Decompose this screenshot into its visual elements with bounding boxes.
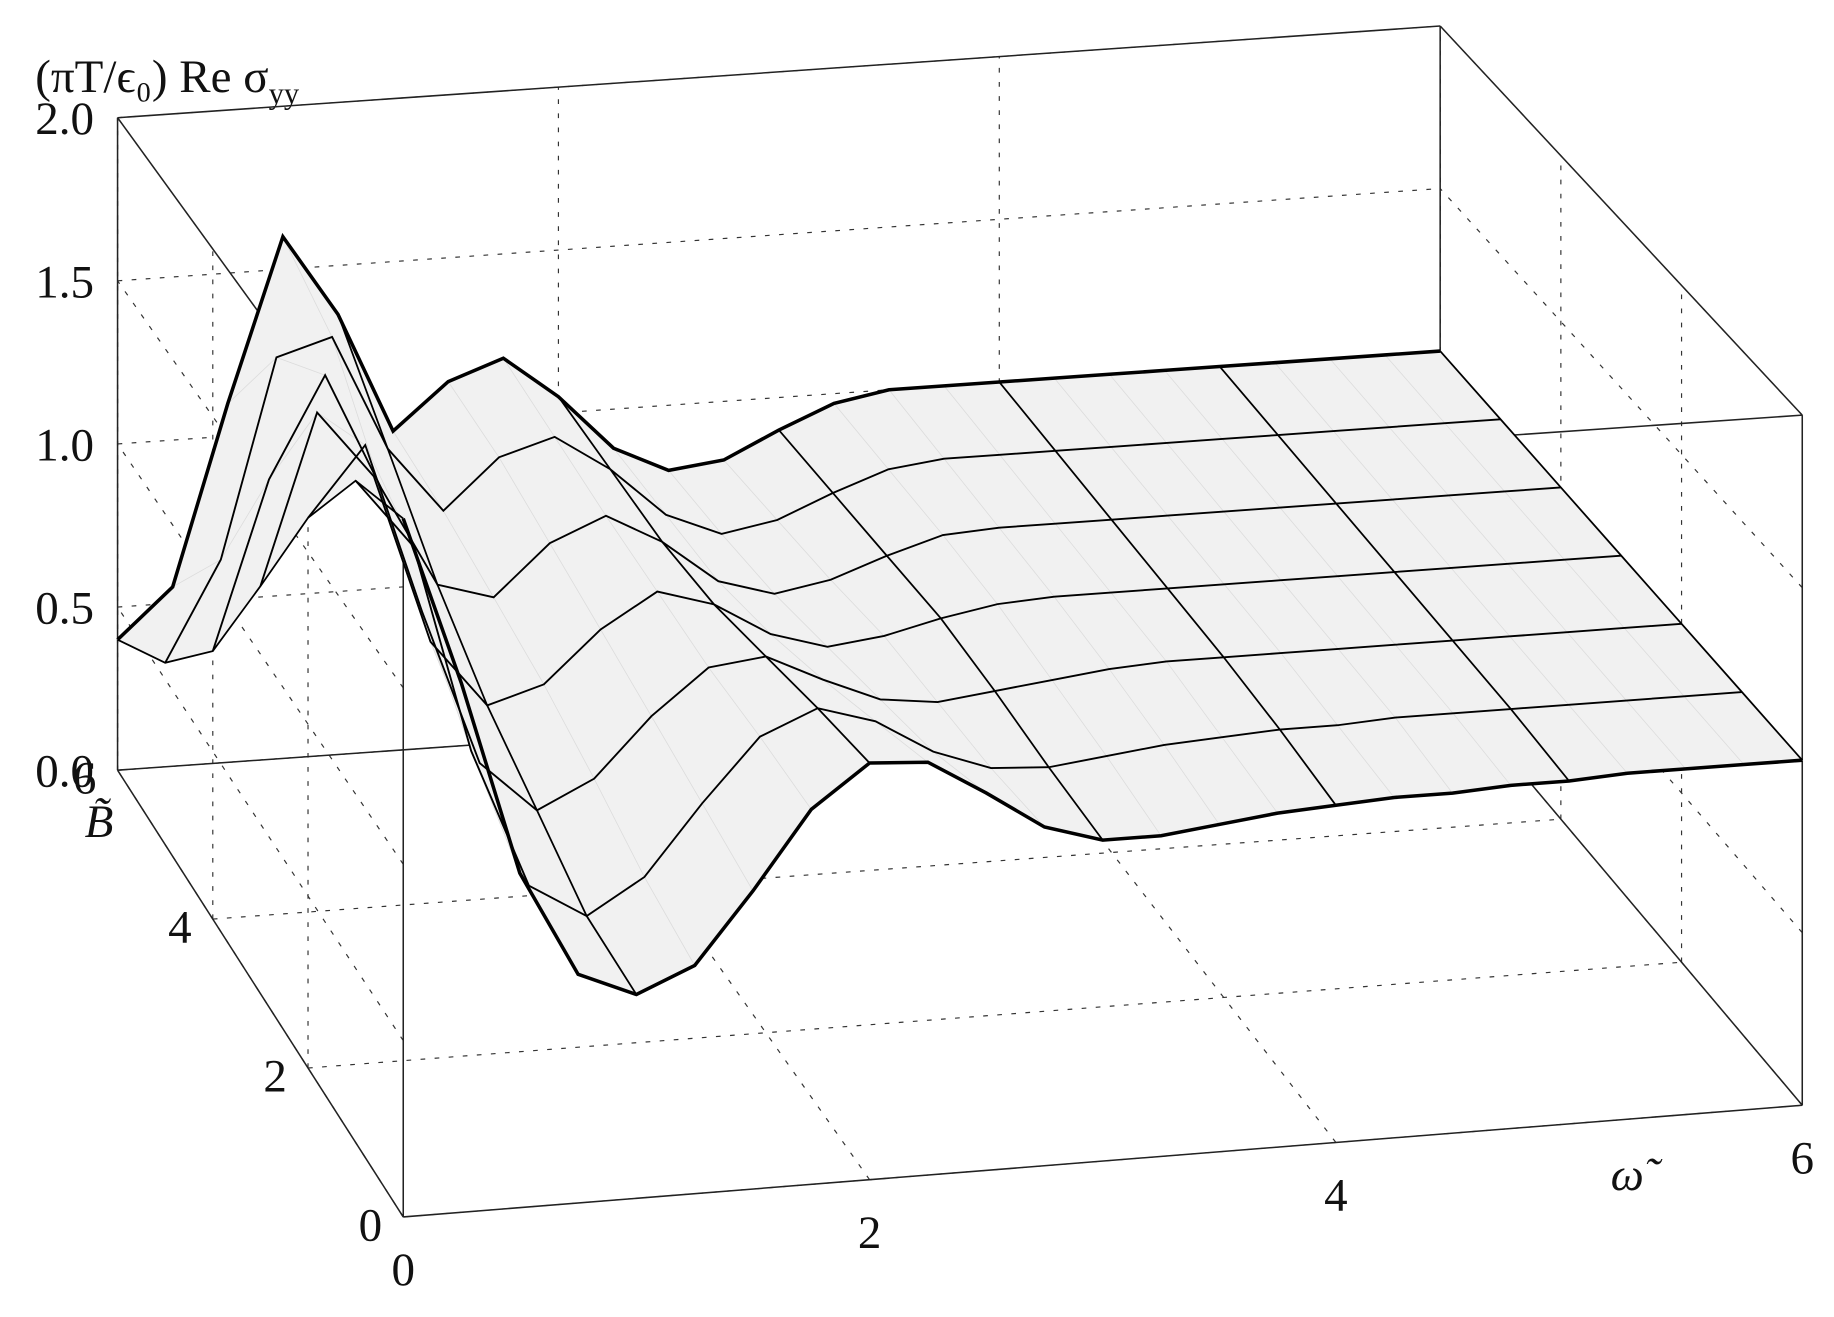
x-tick-label: 4: [1324, 1170, 1348, 1222]
grid-line: [212, 818, 1561, 920]
box-edge: [1439, 25, 1803, 416]
grid-line: [307, 961, 1682, 1069]
z-tick-label: 2.0: [35, 93, 94, 145]
y-axis-label: B̃: [85, 796, 114, 848]
box-edge: [117, 25, 1441, 119]
x-tick-label: 0: [391, 1244, 415, 1296]
b-line: [401, 518, 1803, 997]
z-tick-label: 0.5: [35, 583, 94, 635]
b-line: [259, 410, 1622, 707]
y-tick-label: 2: [263, 1051, 287, 1103]
b-line: [211, 373, 1561, 652]
grid-line: [117, 606, 404, 1041]
z-tick-label: 1.5: [35, 256, 94, 308]
x-tick-label: 2: [858, 1207, 882, 1259]
box-edge: [403, 1104, 1803, 1218]
z-axis-label: (πT/ϵ₀) Re σyy: [35, 51, 300, 111]
y-tick-label: 0: [359, 1199, 383, 1251]
y-tick-label: 6: [73, 753, 97, 805]
b-line: [116, 232, 1441, 641]
y-tick-label: 4: [168, 902, 192, 954]
z-label-main: (πT/ϵ₀) Re σ: [35, 51, 268, 103]
z-tick-label: 0.0: [35, 746, 94, 798]
z-tick-label: 1.0: [35, 419, 94, 471]
grid-line: [557, 738, 871, 1181]
x-axis-label: ω̃: [1611, 1149, 1663, 1201]
b-line: [164, 335, 1501, 664]
b-line: [354, 480, 1742, 918]
grid-line: [117, 443, 404, 865]
grid-line: [117, 187, 1441, 282]
x-tick-label: 6: [1790, 1132, 1814, 1184]
box-edge: [116, 769, 404, 1218]
b-line: [307, 443, 1682, 812]
grid-line: [1439, 188, 1803, 589]
